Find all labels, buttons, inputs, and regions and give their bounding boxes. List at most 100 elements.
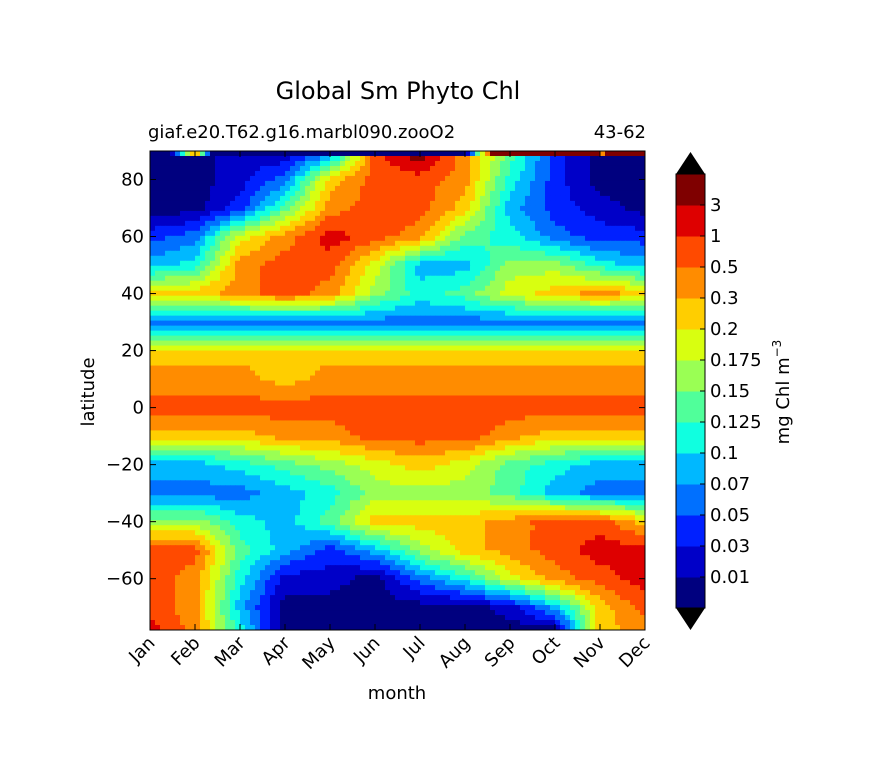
heatmap-cell xyxy=(525,210,531,217)
heatmap-cell xyxy=(300,305,306,312)
heatmap-cell xyxy=(175,340,181,347)
heatmap-cell xyxy=(380,170,386,177)
heatmap-cell xyxy=(515,200,521,207)
heatmap-cell xyxy=(600,180,606,187)
heatmap-cell xyxy=(195,175,201,182)
heatmap-cell xyxy=(415,220,421,227)
heatmap-cell xyxy=(565,375,571,382)
heatmap-cell xyxy=(475,335,481,342)
heatmap-cell xyxy=(580,185,586,192)
heatmap-cell xyxy=(485,270,491,277)
heatmap-cell xyxy=(545,240,551,247)
heatmap-cell xyxy=(275,170,281,177)
heatmap-cell xyxy=(375,300,381,307)
heatmap-cell xyxy=(480,325,486,332)
heatmap-cell xyxy=(510,250,516,257)
heatmap-cell xyxy=(510,155,516,162)
heatmap-cell xyxy=(640,165,645,172)
heatmap-cell xyxy=(290,200,296,207)
heatmap-cell xyxy=(520,305,526,312)
heatmap-cell xyxy=(345,300,351,307)
heatmap-cell xyxy=(625,240,631,247)
heatmap-cell xyxy=(230,215,236,222)
heatmap-cell xyxy=(185,245,191,252)
heatmap-cell xyxy=(590,395,596,402)
heatmap-cell xyxy=(190,151,196,157)
heatmap-cell xyxy=(565,255,571,262)
heatmap-cell xyxy=(610,250,616,257)
heatmap-cell xyxy=(470,350,476,357)
heatmap-cell xyxy=(450,250,456,257)
heatmap-cell xyxy=(480,390,486,397)
heatmap-cell xyxy=(525,330,531,337)
heatmap-cell xyxy=(365,345,371,352)
heatmap-cell xyxy=(520,330,526,337)
heatmap-cell xyxy=(250,185,256,192)
heatmap-cell xyxy=(390,340,396,347)
heatmap-cell xyxy=(260,210,266,217)
heatmap-cell xyxy=(195,165,201,172)
heatmap-cell xyxy=(330,230,336,237)
heatmap-cell xyxy=(375,330,381,337)
heatmap-cell xyxy=(330,265,336,272)
heatmap-cell xyxy=(165,190,171,197)
heatmap-cell xyxy=(540,375,546,382)
heatmap-cell xyxy=(530,355,536,362)
heatmap-cell xyxy=(245,340,251,347)
heatmap-cell xyxy=(500,195,506,202)
heatmap-cell xyxy=(235,320,241,327)
heatmap-cell xyxy=(175,350,181,357)
heatmap-cell xyxy=(255,350,261,357)
heatmap-cell xyxy=(370,195,376,202)
heatmap-cell xyxy=(535,285,541,292)
heatmap-cell xyxy=(220,210,226,217)
heatmap-cell xyxy=(275,380,281,387)
heatmap-cell xyxy=(190,285,196,292)
heatmap-cell xyxy=(570,335,576,342)
heatmap-cell xyxy=(510,380,516,387)
heatmap-cell xyxy=(370,275,376,282)
heatmap-cell xyxy=(405,370,411,377)
heatmap-cell xyxy=(335,240,341,247)
heatmap-cell xyxy=(420,335,426,342)
heatmap-cell xyxy=(615,315,621,322)
heatmap-cell xyxy=(240,280,246,287)
heatmap-cell xyxy=(385,345,391,352)
heatmap-cell xyxy=(615,175,621,182)
heatmap-cell xyxy=(265,215,271,222)
heatmap-cell xyxy=(295,215,301,222)
heatmap-cell xyxy=(395,295,401,302)
heatmap-cell xyxy=(425,270,431,277)
heatmap-cell xyxy=(220,290,226,297)
heatmap-cell xyxy=(430,360,436,367)
heatmap-cell xyxy=(405,155,411,162)
heatmap-cell xyxy=(275,390,281,397)
heatmap-cell xyxy=(170,200,176,207)
heatmap-cell xyxy=(615,235,621,242)
heatmap-cell xyxy=(285,395,291,402)
heatmap-cell xyxy=(390,165,396,172)
heatmap-cell xyxy=(490,380,496,387)
heatmap-cell xyxy=(200,330,206,337)
heatmap-cell xyxy=(510,390,516,397)
heatmap-cell xyxy=(290,355,296,362)
heatmap-cell xyxy=(450,340,456,347)
heatmap-cell xyxy=(230,275,236,282)
heatmap-cell xyxy=(185,235,191,242)
heatmap-cell xyxy=(545,340,551,347)
heatmap-cell xyxy=(425,170,431,177)
heatmap-cell xyxy=(250,310,256,317)
heatmap-cell xyxy=(185,175,191,182)
heatmap-cell xyxy=(180,330,186,337)
heatmap-cell xyxy=(635,210,641,217)
heatmap-cell xyxy=(545,160,551,167)
heatmap-cell xyxy=(605,365,611,372)
heatmap-cell xyxy=(300,155,306,162)
heatmap-cell xyxy=(260,350,266,357)
heatmap-cell xyxy=(155,165,161,172)
heatmap-cell xyxy=(620,335,626,342)
heatmap-cell xyxy=(530,225,536,232)
heatmap-cell xyxy=(510,175,516,182)
heatmap-cell xyxy=(200,365,206,372)
heatmap-cell xyxy=(190,195,196,202)
